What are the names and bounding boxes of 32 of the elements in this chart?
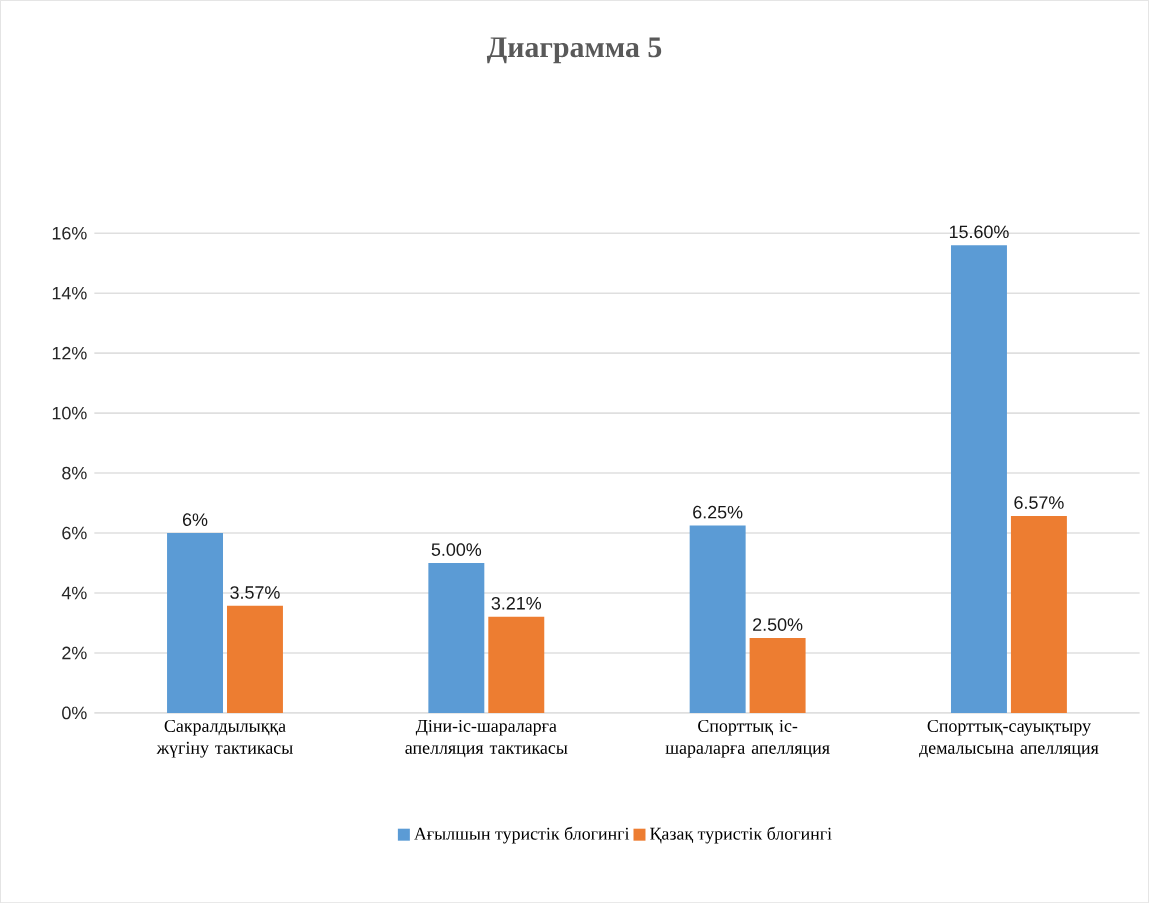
bar	[950, 245, 1007, 713]
bar	[428, 562, 485, 713]
y-tick-label: 8%	[62, 466, 87, 480]
data-label: 3.21%	[491, 596, 542, 610]
data-label: 6.25%	[693, 505, 743, 519]
bar	[167, 532, 224, 713]
x-tick-label: Спорттық-сауықтыру демалысына апелляция	[919, 719, 1099, 758]
y-tick-label: 10%	[52, 406, 87, 420]
x-tick-label: Сакралдылыққа жүгіну тактикасы	[156, 719, 293, 758]
x-tick-label: Спорттық іс-шараларға апелляция	[665, 719, 830, 758]
legend-label: Қазақ туристік блогингі	[650, 826, 832, 844]
data-label: 3.57%	[230, 586, 280, 599]
y-tick-label: 4%	[61, 586, 87, 600]
data-label: 15.60%	[949, 225, 1009, 239]
y-tick-label: 12%	[52, 346, 87, 360]
data-label: 6.57%	[1014, 496, 1064, 509]
legend-label: Ағылшын туристік блогингі	[414, 826, 630, 844]
x-tick-label: Діни-іс-шараларға апелляция тактикасы	[405, 719, 568, 758]
data-label: 5.00%	[431, 543, 482, 556]
y-tick-label: 2%	[62, 646, 87, 660]
y-tick-label: 14%	[52, 286, 87, 300]
y-tick-label: 0%	[62, 706, 87, 720]
bar	[1010, 515, 1067, 713]
y-tick-label: 6%	[62, 526, 87, 540]
data-label: 2.50%	[753, 618, 803, 631]
chart-title: Диаграмма 5	[486, 37, 662, 64]
bar	[226, 605, 283, 713]
data-label: 6%	[182, 513, 208, 526]
bar	[689, 525, 746, 713]
y-tick-label: 16%	[52, 226, 87, 240]
bar	[488, 616, 545, 713]
bar	[749, 637, 806, 713]
